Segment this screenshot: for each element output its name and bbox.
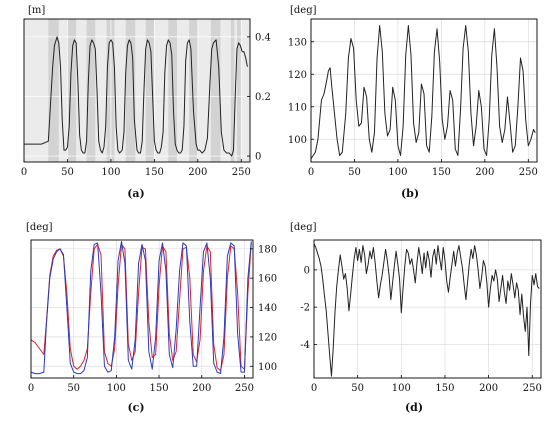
y-tick-label-3: 160 [258,274,277,285]
y-tick-label-1: 110 [288,102,307,113]
panel-a: 0 50 100 150 200 250 0 0.2 0.4 [m] (a) [21,5,271,200]
shaded-band-7 [189,19,198,162]
panel-caption: (b) [401,187,419,200]
x-tick-label-0: 0 [28,383,34,394]
plot-frame [23,18,251,163]
x-tick-label-3: 150 [432,167,451,178]
x-tick-label-3: 150 [435,383,454,394]
unit-label: [m] [28,5,45,16]
series-line-0 [310,25,536,160]
panel-caption: (c) [127,401,144,414]
x-tick-label-2: 100 [388,167,407,178]
x-tick-label-1: 50 [351,383,364,394]
series-line-0 [313,243,540,377]
x-tick-label-0: 0 [308,167,314,178]
shaded-band-9 [230,19,235,162]
y-tick-label-2: 140 [258,303,277,314]
shaded-band-8 [210,19,221,162]
x-tick-label-3: 150 [145,167,164,178]
y-tick-label-2: 0 [304,265,310,276]
x-tick-label-0: 0 [21,167,27,178]
unit-label: [deg] [26,222,53,233]
y-tick-label-0: 100 [288,135,307,146]
x-tick-label-4: 200 [192,383,211,394]
series-line-1 [30,240,252,375]
x-tick-label-0: 0 [311,383,317,394]
x-tick-label-4: 200 [475,167,494,178]
x-tick-label-1: 50 [348,167,361,178]
series-line-0 [24,36,248,157]
x-tick-label-4: 200 [188,167,207,178]
shaded-band-5 [145,19,155,162]
x-tick-label-4: 200 [479,383,498,394]
x-tick-label-1: 50 [67,383,80,394]
shaded-band-1 [67,19,77,162]
y-tick-label-0: 100 [258,362,277,373]
x-tick-label-5: 250 [235,383,254,394]
y-tick-label-3: 130 [288,37,307,48]
unit-label: [deg] [290,5,317,16]
shaded-band-10 [236,19,242,162]
x-tick-label-2: 100 [392,383,411,394]
shaded-band-3 [106,19,115,162]
x-tick-label-5: 250 [519,167,538,178]
x-tick-label-2: 100 [101,167,120,178]
series-line-0 [30,242,252,372]
shaded-band-4 [125,19,136,162]
plot-frame [30,239,254,379]
x-tick-label-5: 250 [232,167,251,178]
x-tick-label-5: 250 [523,383,542,394]
y-tick-label-0: 0 [255,152,261,163]
panel-caption: (d) [405,401,423,414]
shaded-band-2 [86,19,96,162]
plot-frame [313,239,542,379]
y-tick-label-4: 180 [258,244,277,255]
y-tick-label-2: 120 [288,70,307,81]
x-tick-label-2: 100 [107,383,126,394]
x-tick-label-1: 50 [61,167,74,178]
y-tick-label-2: 0.4 [255,32,271,43]
plot-frame [310,18,538,163]
y-tick-label-1: 0.2 [255,92,271,103]
panel-c: 0 50 100 150 200 250 100 120 140 160 180 [deg] (c) [26,222,277,414]
y-tick-label-1: -2 [300,303,310,314]
y-tick-label-1: 120 [258,332,277,343]
panel-d: 0 50 100 150 200 250 -4 -2 0 [deg] (d) [290,222,542,414]
unit-label: [deg] [290,222,317,233]
shaded-band-0 [48,19,59,162]
panel-caption: (a) [127,187,145,200]
panel-b: 0 50 100 150 200 250 100 110 120 130 [deg] (b) [288,5,538,200]
y-tick-label-0: -4 [300,340,310,351]
x-tick-label-3: 150 [150,383,169,394]
